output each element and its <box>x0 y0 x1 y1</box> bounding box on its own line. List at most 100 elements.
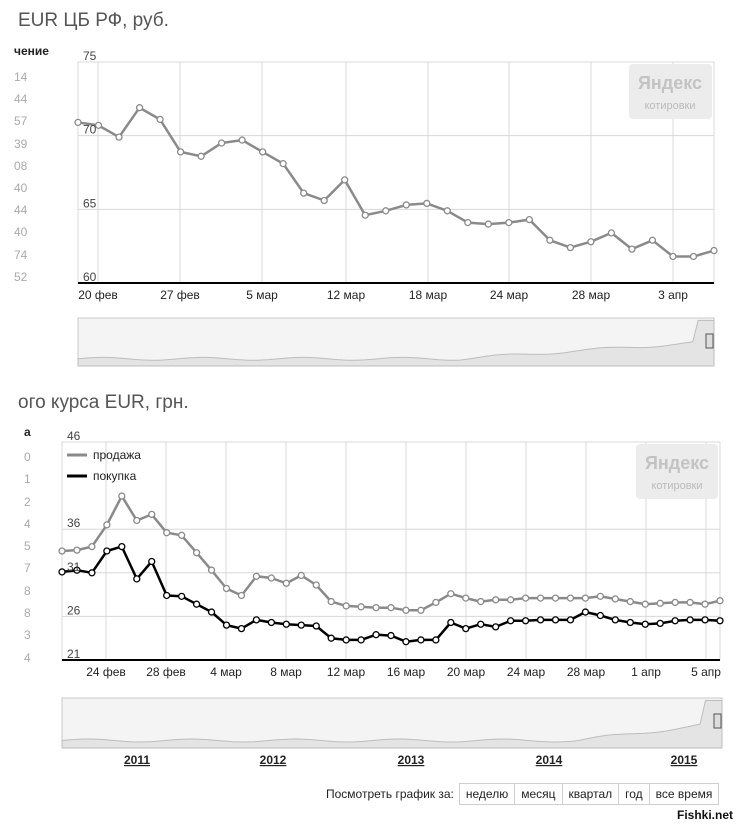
left-table-value: 1 <box>24 472 31 487</box>
x-tick-label: 20 мар <box>447 665 486 679</box>
navigator-year-label: 2011 <box>124 753 150 767</box>
data-point <box>217 139 226 147</box>
watermark-box <box>629 64 712 119</box>
x-tick-label: 24 мар <box>490 288 529 302</box>
data-point <box>626 597 634 606</box>
range-label: Посмотреть график за: <box>326 787 454 801</box>
data-point <box>148 557 156 566</box>
data-point <box>237 624 246 633</box>
range-quarter-button[interactable]: квартал <box>561 783 620 805</box>
data-point <box>118 542 126 551</box>
left-table-value: 8 <box>24 606 31 621</box>
navigator-year-label: 2013 <box>398 753 425 767</box>
chart1-left-table-header: чение <box>14 44 49 58</box>
data-point <box>477 597 485 606</box>
left-table-value: 52 <box>14 269 28 284</box>
x-tick-label: 28 фев <box>146 665 186 679</box>
data-point <box>341 176 349 184</box>
data-point <box>88 542 96 551</box>
data-point <box>297 571 305 580</box>
data-point <box>282 579 290 587</box>
range-month-button[interactable]: месяц <box>514 783 563 805</box>
data-point <box>327 634 335 642</box>
watermark-subtitle: котировки <box>644 100 695 112</box>
data-point <box>177 531 186 539</box>
data-point <box>320 196 328 205</box>
data-point <box>701 600 709 608</box>
y-tick-label: 36 <box>67 516 81 530</box>
data-point <box>671 617 679 625</box>
data-point <box>551 594 560 602</box>
data-point <box>464 218 472 227</box>
data-point <box>156 115 164 124</box>
left-table-value: 4 <box>24 516 31 531</box>
watermark-title: Яндекс <box>638 73 702 93</box>
chart2-title: ого курса EUR, грн. <box>18 392 189 413</box>
data-point <box>432 636 440 644</box>
data-point <box>103 521 111 529</box>
data-point <box>327 597 335 606</box>
data-point <box>382 207 390 215</box>
y-tick-label: 75 <box>83 49 97 63</box>
left-table-value: 74 <box>14 247 28 262</box>
x-tick-label: 28 мар <box>572 288 611 302</box>
data-point <box>94 121 103 130</box>
data-point <box>402 606 410 614</box>
data-point <box>447 618 455 627</box>
data-point <box>641 600 649 608</box>
data-point <box>551 616 560 624</box>
data-point <box>115 133 123 141</box>
data-point <box>506 596 515 604</box>
range-selector: Посмотреть график за: неделю месяц кварт… <box>326 782 720 806</box>
x-tick-label: 12 мар <box>327 288 366 302</box>
data-point <box>689 252 698 261</box>
series-line <box>77 106 715 258</box>
navigator-handle <box>713 713 722 729</box>
range-week-button[interactable]: неделю <box>458 783 516 805</box>
data-point <box>103 547 111 555</box>
x-tick-label: 27 фев <box>160 288 200 302</box>
navigator-area <box>77 319 715 367</box>
data-point <box>118 492 126 500</box>
data-point <box>417 606 425 614</box>
data-point <box>361 211 369 219</box>
chart1-plot: 60 65 70 75 20 фев 27 фев 5 мар 12 мар 18 мар 24 … <box>74 49 718 367</box>
data-point <box>282 620 290 628</box>
legend-label-sell: продажа <box>93 448 141 462</box>
left-table-value: 39 <box>14 136 28 151</box>
data-point <box>176 148 185 156</box>
y-tick-label: 65 <box>83 196 97 210</box>
watermark-box <box>636 444 718 499</box>
data-point <box>641 620 649 628</box>
data-point <box>163 591 171 600</box>
left-table-value: 14 <box>14 70 28 84</box>
x-tick-label: 3 апр <box>658 288 688 302</box>
data-point <box>447 590 455 598</box>
plot-frame <box>77 61 715 284</box>
left-table-value: 0 <box>24 450 31 464</box>
left-table-value: 8 <box>24 583 31 598</box>
site-watermark: Fishki.net <box>676 808 733 822</box>
chart2-left-table: 0 1 2 4 5 7 8 8 3 4 <box>24 446 31 669</box>
range-all-time-button[interactable]: все время <box>648 783 720 805</box>
data-point <box>58 568 66 576</box>
data-point <box>423 199 431 208</box>
navigator-year-label: 2015 <box>671 753 698 767</box>
left-table-value: 44 <box>14 92 28 107</box>
range-year-button[interactable]: год <box>618 783 650 805</box>
data-point <box>207 566 216 574</box>
data-point <box>402 201 410 209</box>
x-tick-label: 5 апр <box>691 665 721 679</box>
data-point <box>300 189 308 197</box>
watermark-title: Яндекс <box>645 453 709 473</box>
data-point <box>484 220 492 228</box>
x-tick-label: 24 фев <box>86 665 126 679</box>
data-point <box>279 160 287 168</box>
data-point <box>387 631 395 640</box>
x-tick-label: 1 апр <box>631 665 661 679</box>
x-tick-label: 8 мар <box>270 665 302 679</box>
data-point <box>669 252 677 261</box>
data-point <box>611 616 619 624</box>
x-tick-label: 12 мар <box>327 665 366 679</box>
x-tick-label: 20 фев <box>78 288 118 302</box>
